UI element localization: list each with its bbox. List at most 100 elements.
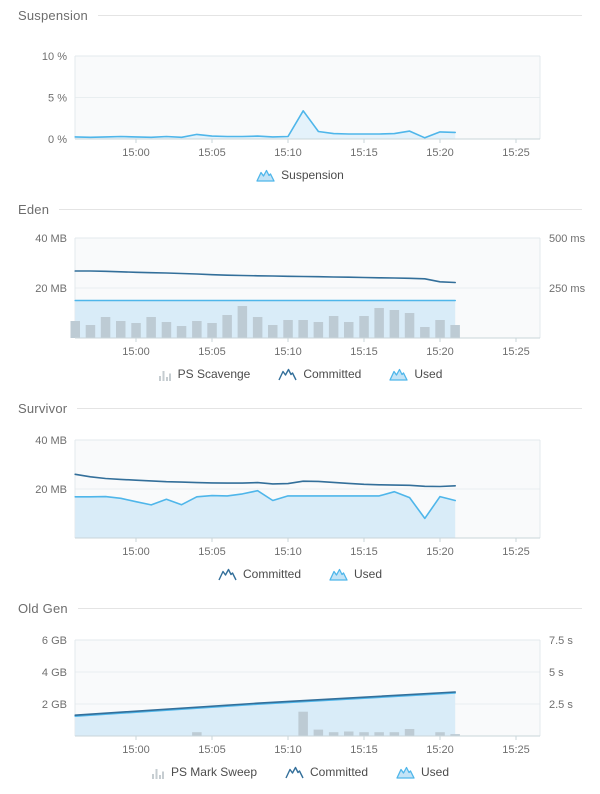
bar-ps-scavenge[interactable] <box>283 320 293 338</box>
legend-label: Used <box>414 367 443 381</box>
used-area-icon <box>389 368 409 381</box>
bar-ps-scavenge[interactable] <box>237 306 248 338</box>
used-area-icon <box>396 766 415 779</box>
chart-section-oldgen: Old Gen 6 GB 4 GB 2 GB 7.5 s 5 s 2.5 s 15:00 15… <box>0 598 600 782</box>
y-axis-label: 20 MB <box>35 283 67 295</box>
chart-title-suspension: Suspension <box>18 7 88 23</box>
bar-ps-mark-sweep[interactable] <box>298 711 308 736</box>
legend-label: Committed <box>310 765 369 779</box>
oldgen-chart[interactable]: 6 GB 4 GB 2 GB 7.5 s 5 s 2.5 s 15:00 15:05 15:10… <box>0 632 600 762</box>
committed-line-icon <box>285 766 304 778</box>
legend-item-ps-mark-sweep[interactable]: PS Mark Sweep <box>151 765 257 779</box>
survivor-chart[interactable]: 40 MB 20 MB 15:00 15:05 15:10 15:15 15:20 15:25 <box>0 432 600 564</box>
legend-item-used[interactable]: Used <box>389 367 442 381</box>
series-used-area[interactable] <box>75 490 456 538</box>
bar-ps-scavenge[interactable] <box>70 321 81 338</box>
series-suspension-line[interactable] <box>74 110 456 139</box>
x-axis-label: 15:20 <box>426 147 454 159</box>
bar-ps-mark-sweep[interactable] <box>359 732 369 736</box>
bar-ps-mark-sweep[interactable] <box>404 729 415 736</box>
bar-ps-scavenge[interactable] <box>344 322 354 338</box>
chart-title-oldgen: Old Gen <box>18 600 68 616</box>
legend-label: PS Scavenge <box>177 367 251 381</box>
x-axis-label: 15:05 <box>198 546 226 558</box>
bar-ps-mark-sweep[interactable] <box>389 732 400 736</box>
x-axis-label: 15:10 <box>274 147 302 159</box>
bar-ps-scavenge[interactable] <box>100 317 111 338</box>
bar-ps-scavenge[interactable] <box>146 317 156 338</box>
chart-section-survivor: Survivor 40 MB 20 MB 15:00 15:05 15:10 15:15 1… <box>0 398 600 584</box>
bar-ps-mark-sweep[interactable] <box>313 729 324 736</box>
legend-item-committed[interactable]: Committed <box>278 367 361 381</box>
bar-ps-scavenge[interactable] <box>192 321 202 338</box>
used-area-icon <box>256 169 275 182</box>
chart-section-eden: Eden 40 MB 20 MB 500 ms 250 ms 15:00 15:05 15:… <box>0 199 600 384</box>
y-axis-label: 6 GB <box>42 635 67 647</box>
bar-ps-scavenge[interactable] <box>222 315 232 338</box>
legend-label: Used <box>354 567 383 581</box>
survivor-legend: Committed Used <box>0 564 600 584</box>
bar-ps-scavenge[interactable] <box>389 310 400 338</box>
x-axis-label: 15:00 <box>122 147 150 159</box>
right-axis-label: 500 ms <box>549 233 586 245</box>
oldgen-title-row: Old Gen <box>0 598 600 618</box>
bar-ps-mark-sweep[interactable] <box>374 732 384 736</box>
series-committed-line[interactable] <box>74 691 456 716</box>
bar-ps-mark-sweep[interactable] <box>450 734 460 736</box>
legend-item-committed[interactable]: Committed <box>218 567 301 581</box>
x-axis-label: 15:15 <box>350 744 378 756</box>
legend-item-suspension[interactable]: Suspension <box>256 168 344 182</box>
bar-ps-scavenge[interactable] <box>85 325 96 338</box>
bar-ps-scavenge[interactable] <box>420 327 430 338</box>
bar-ps-scavenge[interactable] <box>435 320 445 338</box>
bar-ps-mark-sweep[interactable] <box>344 731 354 737</box>
bar-ps-scavenge[interactable] <box>176 326 187 338</box>
x-axis-label: 15:25 <box>502 346 530 358</box>
x-axis-label: 15:15 <box>350 147 378 159</box>
bar-ps-scavenge[interactable] <box>359 316 369 338</box>
bar-ps-mark-sweep[interactable] <box>328 732 339 736</box>
bar-ps-scavenge[interactable] <box>116 321 126 338</box>
suspension-chart[interactable]: 10 % 5 % 0 % 15:00 15:05 15:10 15:15 15:20 15:25 <box>0 48 600 165</box>
bars-icon <box>151 768 164 779</box>
y-axis-label: 4 GB <box>42 667 67 679</box>
bar-ps-scavenge[interactable] <box>207 323 217 338</box>
used-area-icon <box>329 568 348 581</box>
eden-chart[interactable]: 40 MB 20 MB 500 ms 250 ms 15:00 15:05 15:10 15:… <box>0 230 600 364</box>
x-axis-label: 15:00 <box>122 346 150 358</box>
x-axis-label: 15:25 <box>502 744 530 756</box>
bar-ps-scavenge[interactable] <box>374 308 384 338</box>
x-axis-label: 15:20 <box>426 546 454 558</box>
series-used-area[interactable] <box>75 693 456 736</box>
bar-ps-scavenge[interactable] <box>268 325 278 338</box>
bar-ps-scavenge[interactable] <box>328 316 339 338</box>
series-committed-line[interactable] <box>74 473 456 488</box>
bar-ps-scavenge[interactable] <box>161 322 172 338</box>
legend-item-used[interactable]: Used <box>329 567 382 581</box>
title-rule <box>97 14 582 16</box>
legend-item-ps-scavenge[interactable]: PS Scavenge <box>158 367 251 381</box>
bar-ps-scavenge[interactable] <box>450 325 460 338</box>
y-axis-label: 5 % <box>48 93 67 105</box>
committed-line-icon <box>218 568 237 580</box>
bar-ps-scavenge[interactable] <box>404 313 415 338</box>
legend-item-used[interactable]: Used <box>396 765 449 779</box>
y-axis-label: 40 MB <box>35 435 67 447</box>
series-committed-line[interactable] <box>74 270 456 284</box>
bar-ps-scavenge[interactable] <box>298 320 308 338</box>
bar-ps-mark-sweep[interactable] <box>192 732 202 736</box>
bar-ps-scavenge[interactable] <box>131 323 141 338</box>
y-axis-label: 10 % <box>42 51 67 63</box>
bar-ps-scavenge[interactable] <box>313 322 324 338</box>
bar-ps-mark-sweep[interactable] <box>435 732 445 736</box>
bar-ps-scavenge[interactable] <box>252 317 263 338</box>
series-used-line[interactable] <box>74 692 456 717</box>
legend-label: Committed <box>303 367 362 381</box>
x-axis-label: 15:05 <box>198 147 226 159</box>
series-used-line[interactable] <box>74 489 456 520</box>
committed-line-icon <box>278 368 297 380</box>
x-axis-label: 15:10 <box>274 744 302 756</box>
legend-item-committed[interactable]: Committed <box>285 765 368 779</box>
series-suspension-area[interactable] <box>75 110 456 139</box>
